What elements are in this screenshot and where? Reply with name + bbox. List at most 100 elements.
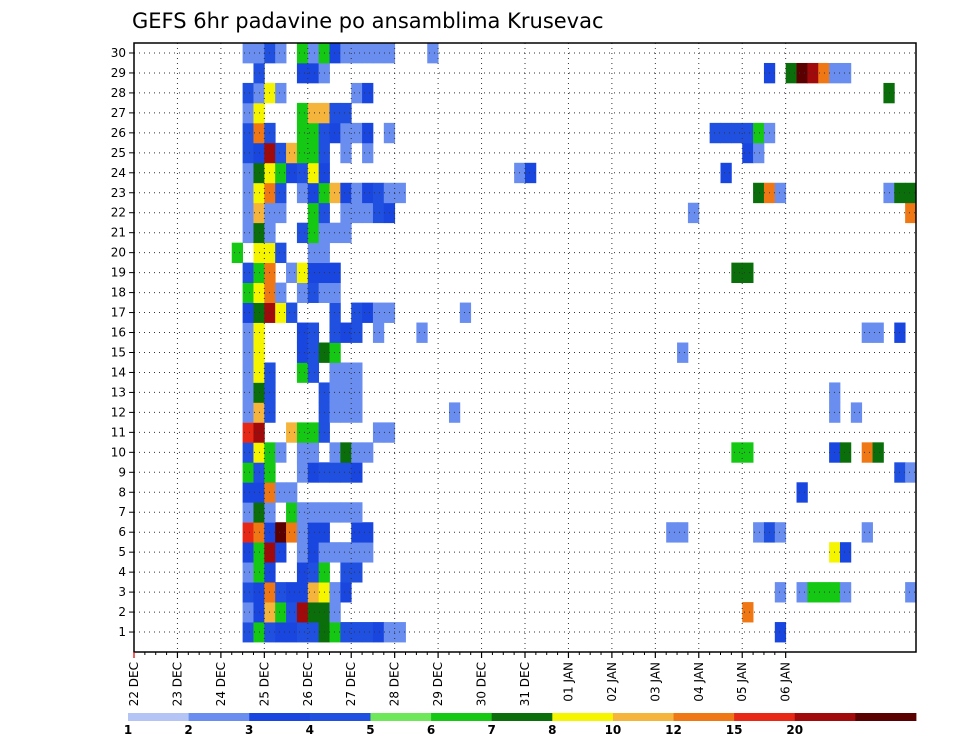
y-tick-label: 21 <box>111 226 126 240</box>
heatmap-cell <box>242 302 254 323</box>
heatmap-cell <box>351 122 363 144</box>
heatmap-cell <box>720 162 732 184</box>
heatmap-cell <box>731 122 743 144</box>
heatmap-cell <box>351 562 363 583</box>
y-tick-label: 15 <box>111 345 126 359</box>
chart-title: GEFS 6hr padavine po ansamblima Krusevac <box>132 9 604 33</box>
heatmap-cell <box>307 602 320 623</box>
heatmap-cell <box>362 302 374 323</box>
heatmap-cell <box>427 43 439 64</box>
heatmap-cell <box>275 162 287 184</box>
heatmap-cell <box>872 442 884 463</box>
heatmap-cell <box>666 522 678 543</box>
heatmap-cell <box>416 322 428 343</box>
heatmap-cell <box>329 382 341 403</box>
heatmap-cell <box>362 522 374 543</box>
heatmap-cell <box>296 122 309 144</box>
heatmap-cell <box>275 82 287 104</box>
legend-label: 5 <box>366 723 374 737</box>
heatmap-cell <box>905 462 917 483</box>
heatmap-cell <box>307 562 320 583</box>
y-tick-label: 8 <box>118 485 126 499</box>
y-axis: 1234567891011121314151617181920212223242… <box>111 46 134 639</box>
y-tick-label: 12 <box>111 405 126 419</box>
heatmap-cell <box>329 182 341 204</box>
heatmap-cell <box>394 182 406 204</box>
heatmap-cell <box>307 322 320 343</box>
heatmap-cell <box>275 542 287 563</box>
heatmap-cell <box>275 602 287 623</box>
legend-label: 6 <box>427 723 435 737</box>
x-tick-label: 23 DEC <box>170 662 184 706</box>
legend-swatch <box>855 713 917 721</box>
y-tick-label: 3 <box>118 585 126 599</box>
heatmap-cell <box>807 62 819 84</box>
heatmap-cell <box>242 362 254 383</box>
legend-swatch <box>128 713 190 721</box>
heatmap-cell <box>394 622 406 643</box>
heatmap-cell <box>329 442 341 463</box>
x-tick-label: 26 DEC <box>301 662 315 706</box>
heatmap-cell <box>774 622 787 643</box>
legend-swatch <box>188 713 250 721</box>
heatmap-cell <box>307 442 320 463</box>
heatmap-cell <box>296 262 309 284</box>
x-tick-label: 27 DEC <box>344 662 358 706</box>
heatmap-cell <box>340 322 352 343</box>
legend-label: 10 <box>605 723 622 737</box>
heatmap-cell <box>329 122 341 144</box>
heatmap-cell <box>340 402 352 423</box>
heatmap-cell <box>242 282 254 303</box>
heatmap-cell <box>307 522 320 543</box>
heatmap-cell <box>296 342 309 363</box>
heatmap-cell <box>242 222 254 244</box>
heatmap-cell <box>307 142 320 164</box>
x-tick-label: 24 DEC <box>214 662 228 706</box>
heatmap-cell <box>286 302 298 323</box>
heatmap-cell <box>242 122 254 144</box>
heatmap-cell <box>275 622 287 643</box>
legend-swatch <box>612 713 674 721</box>
y-tick-label: 5 <box>118 545 126 559</box>
heatmap-cell <box>307 202 320 224</box>
y-tick-label: 19 <box>111 266 126 280</box>
x-axis: 22 DEC 23 DEC 24 DEC 25 DEC 26 DEC 27 DEC 28 D… <box>127 652 793 706</box>
x-tick-label: 01 JAN <box>561 662 575 702</box>
y-tick-label: 13 <box>111 385 126 399</box>
heatmap-cell <box>905 582 917 603</box>
heatmap-cell <box>296 622 309 643</box>
heatmap-cell <box>372 182 385 204</box>
heatmap-cell <box>839 62 852 84</box>
heatmap-cell <box>329 282 341 303</box>
heatmap-cell <box>753 182 765 204</box>
heatmap-cell <box>351 43 363 64</box>
heatmap-cell <box>351 542 363 563</box>
legend-swatch <box>431 713 493 721</box>
heatmap-cell <box>362 622 374 643</box>
heatmap-cell <box>362 542 374 563</box>
heatmap-cell <box>296 182 309 204</box>
legend-swatch <box>309 713 371 721</box>
heatmap-cell <box>286 482 298 503</box>
heatmap-cell <box>275 302 287 323</box>
heatmap-cell <box>307 282 320 303</box>
y-tick-label: 2 <box>118 605 126 619</box>
heatmap-cell <box>351 522 363 543</box>
heatmap-cell <box>275 43 287 64</box>
heatmap-cell <box>372 622 385 643</box>
heatmap-cell <box>286 522 298 543</box>
heatmap-cell <box>307 182 320 204</box>
heatmap-cell <box>286 582 298 603</box>
heatmap-cell <box>351 182 363 204</box>
heatmap-cell <box>275 202 287 224</box>
heatmap-cell <box>362 182 374 204</box>
y-tick-label: 9 <box>118 465 126 479</box>
heatmap-cell <box>753 142 765 164</box>
heatmap-cell <box>307 43 320 64</box>
legend-swatch <box>249 713 311 721</box>
heatmap-cell <box>307 362 320 383</box>
y-tick-label: 26 <box>111 126 126 140</box>
heatmap-cell <box>307 222 320 244</box>
heatmap-cell <box>861 322 873 343</box>
heatmap-cell <box>372 202 385 224</box>
